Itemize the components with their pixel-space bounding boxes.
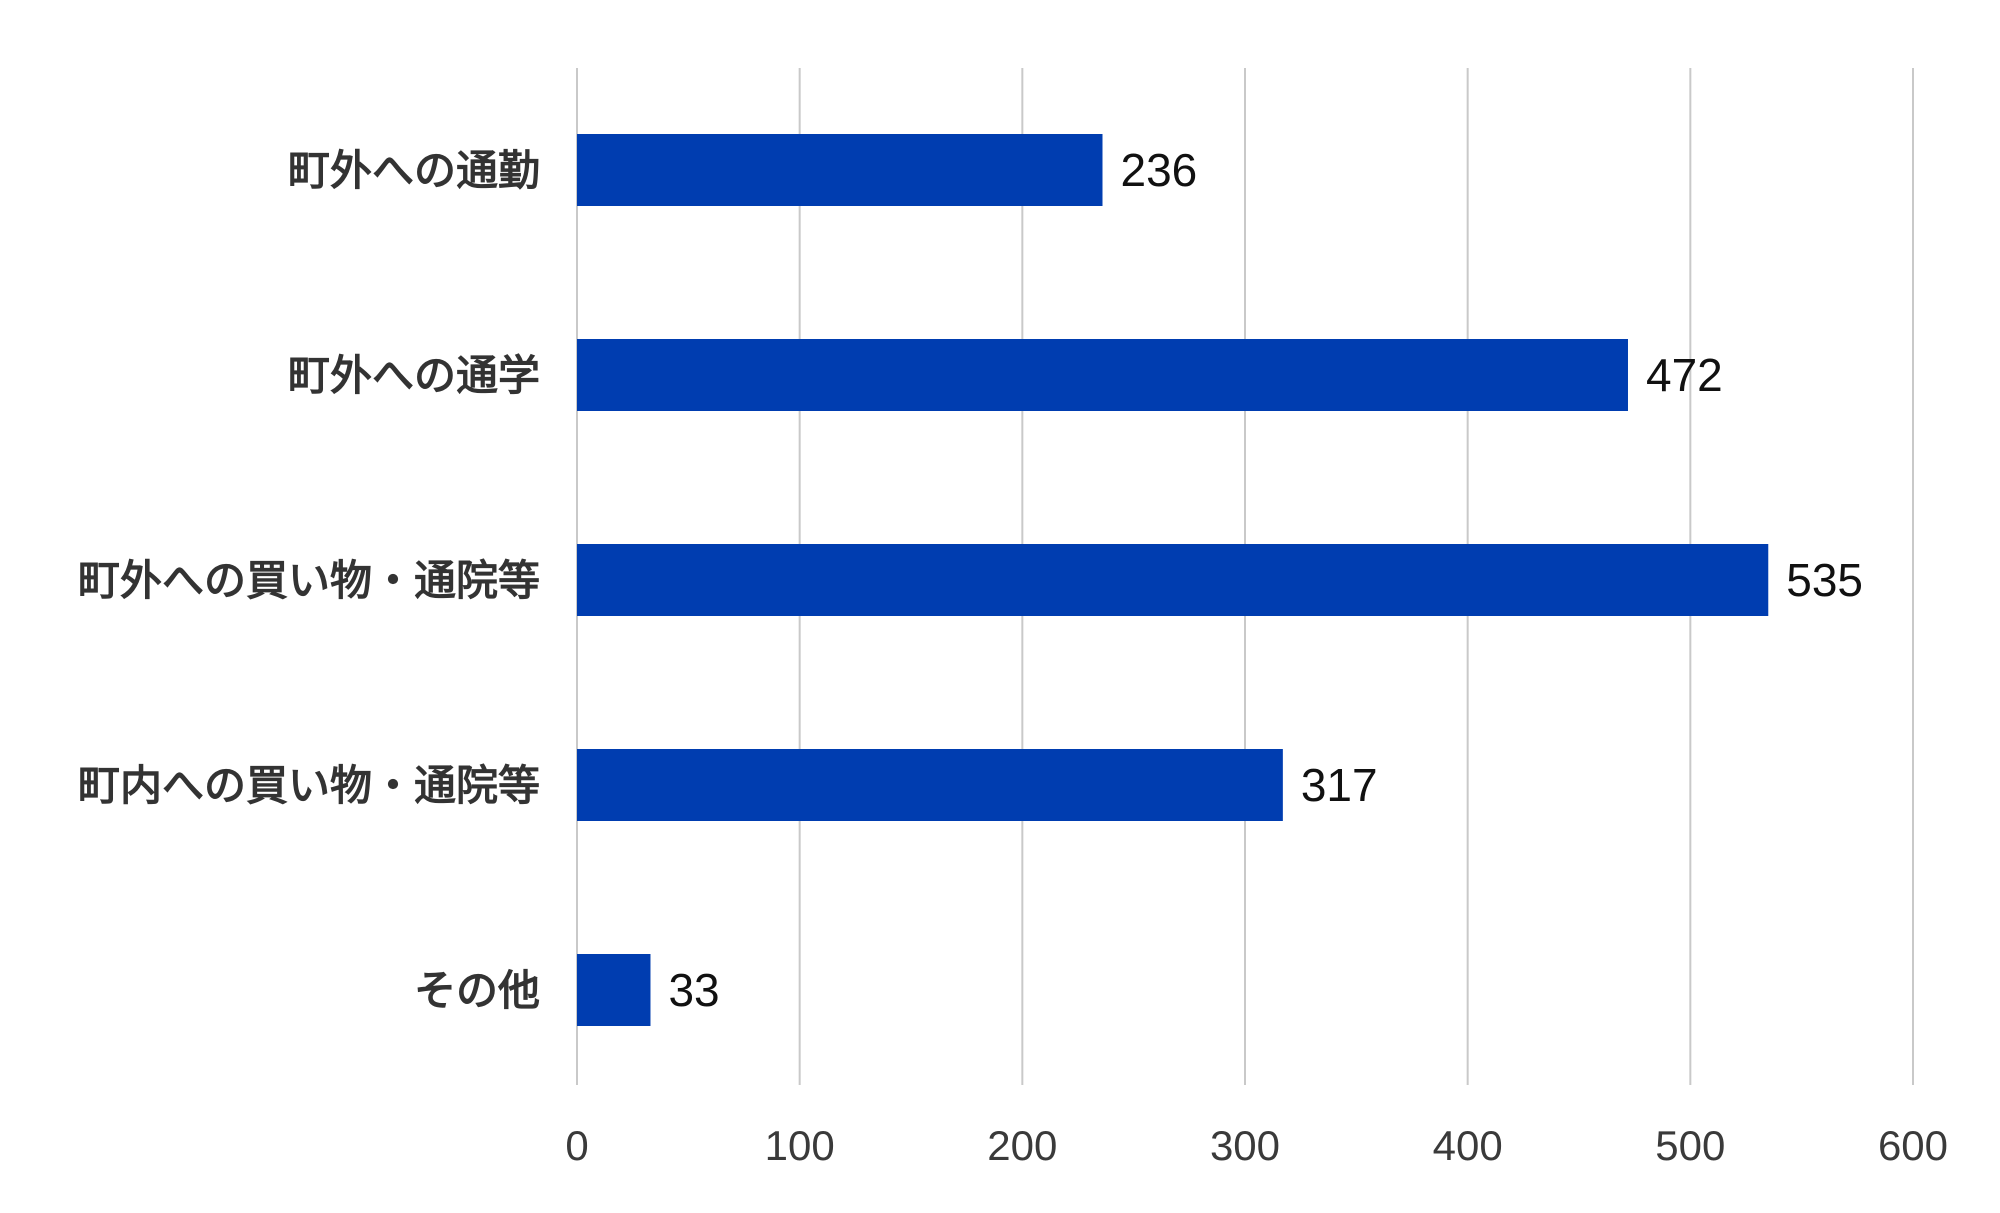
data-label-3: 317 <box>1301 759 1378 811</box>
data-label-2: 535 <box>1786 554 1863 606</box>
category-label-0: 町外への通勤 <box>288 146 540 195</box>
x-tick-label-100: 100 <box>765 1122 835 1169</box>
x-tick-label-600: 600 <box>1878 1122 1948 1169</box>
bar-0 <box>577 134 1103 206</box>
data-label-1: 472 <box>1646 349 1723 401</box>
data-label-4: 33 <box>668 964 719 1016</box>
bar-2 <box>577 544 1769 616</box>
x-tick-label-200: 200 <box>987 1122 1057 1169</box>
x-tick-label-500: 500 <box>1655 1122 1725 1169</box>
category-label-3: 町内への買い物・通院等 <box>78 761 540 810</box>
category-label-1: 町外への通学 <box>288 351 540 400</box>
x-tick-label-0: 0 <box>565 1122 588 1169</box>
x-tick-label-300: 300 <box>1210 1122 1280 1169</box>
bar-1 <box>577 339 1628 411</box>
x-axis-tick-labels: 0 100 200 300 400 500 600 <box>565 1122 1948 1169</box>
data-label-0: 236 <box>1120 144 1197 196</box>
bars <box>577 134 1769 1026</box>
bar-3 <box>577 749 1283 821</box>
category-label-4: その他 <box>414 966 540 1015</box>
data-labels: 236 472 535 317 33 <box>668 144 1863 1016</box>
category-label-2: 町外への買い物・通院等 <box>78 556 540 605</box>
x-tick-label-400: 400 <box>1433 1122 1503 1169</box>
bar-4 <box>577 954 651 1026</box>
